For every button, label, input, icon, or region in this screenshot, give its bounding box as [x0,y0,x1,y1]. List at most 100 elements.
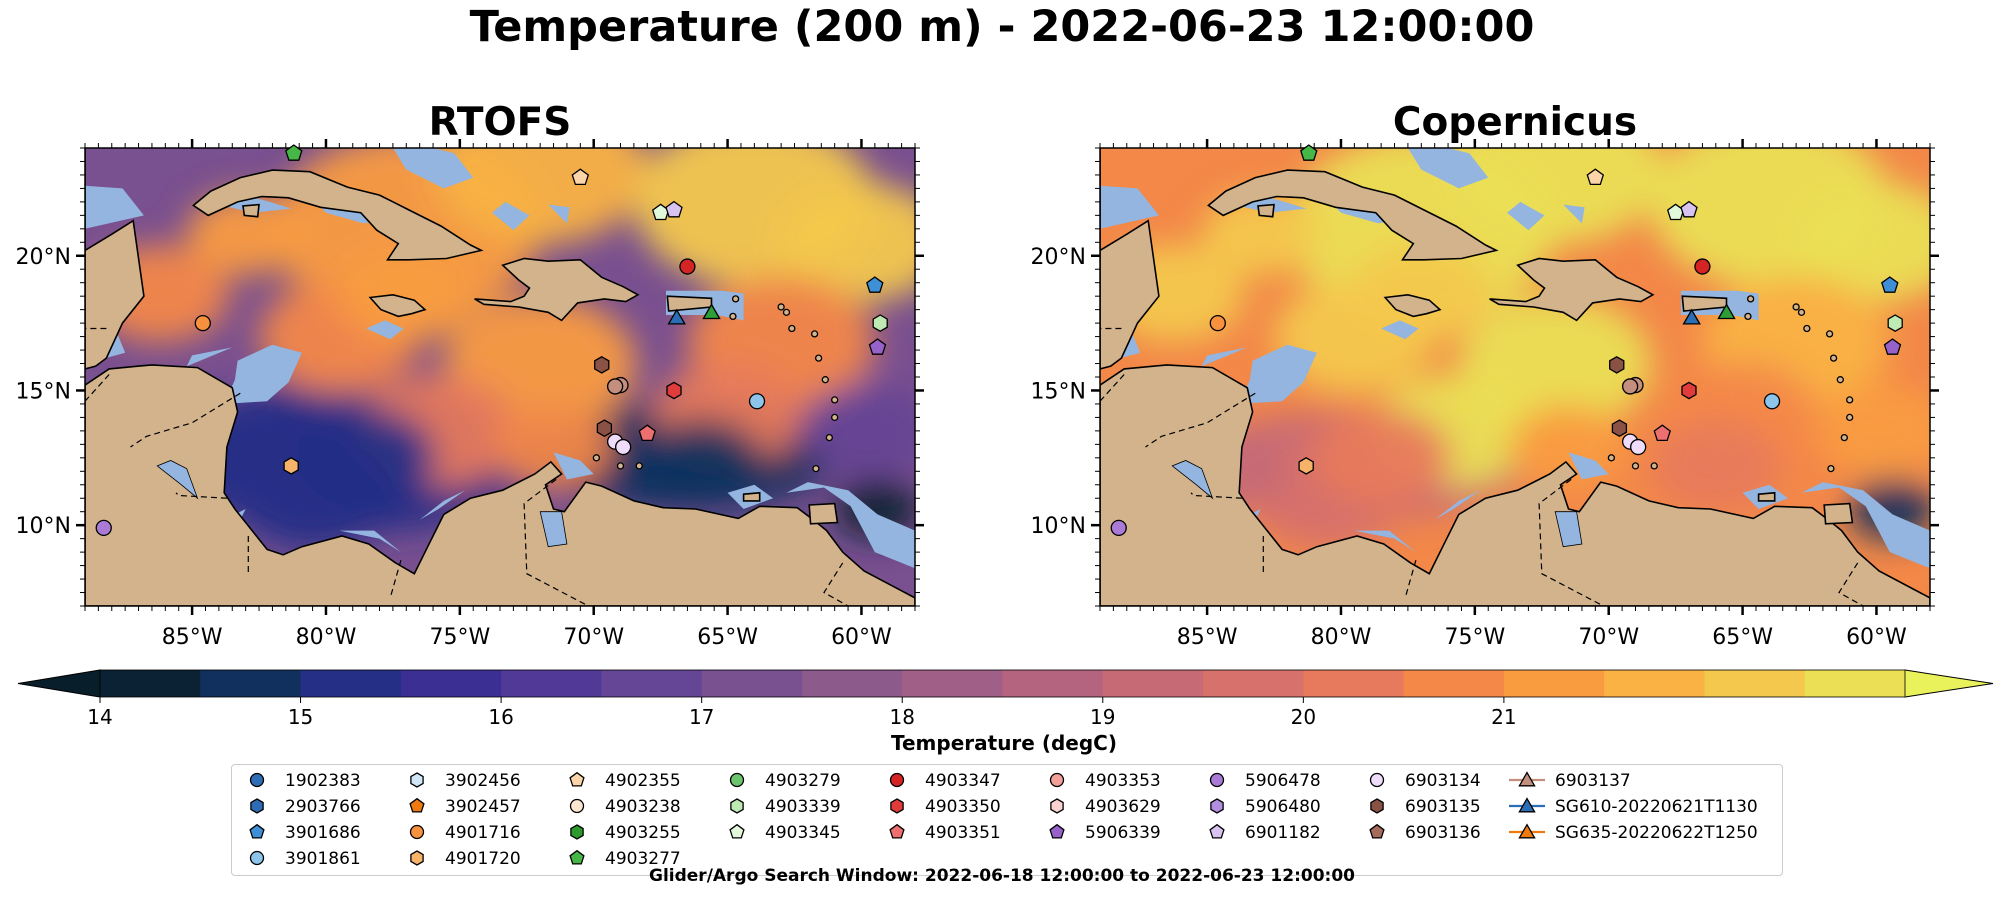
marker-3901686 [866,276,884,293]
legend-label: 6903136 [1405,823,1481,843]
legend-label: SG635-20220622T1250 [1555,823,1758,843]
land-margarita [742,491,761,502]
colorbar-bin [801,670,903,697]
legend-label: 4903351 [925,823,1001,843]
colorbar-bin [400,670,502,697]
legend-label: 5906339 [1085,823,1161,843]
x-tick-label: 80°W [1311,625,1372,650]
y-tick-label: 15°N [16,379,71,404]
colorbar-label: Temperature (degC) [891,731,1117,755]
marker-SG678-20220622T1240 [702,303,721,320]
legend-entry: 6903134 [1369,771,1481,791]
marker-5906339 [868,338,887,355]
marker-4903339 [872,314,888,332]
legend-label: 5906480 [1245,797,1321,817]
legend-label: 3902456 [445,771,521,791]
legend-marker-icon [890,798,904,814]
marker-SG610-20220621T1130 [667,308,686,325]
legend-entry: 4901716 [409,823,521,843]
legend-entry: 2903766 [250,797,361,817]
legend-marker-icon [569,798,585,814]
marker-4903351 [638,424,656,442]
marker-4903350 [666,381,682,400]
legend-marker-icon [409,824,425,840]
legend-marker-icon [409,797,425,813]
marker-4901720 [1298,457,1314,475]
legend-entry: 4903353 [1049,771,1161,791]
legend-marker-icon [1210,798,1224,814]
marker-6903134 [615,438,632,456]
legend-marker-icon [889,772,905,788]
land-mainlandNorth [85,148,145,370]
legend-marker-icon [249,850,265,866]
legend-marker-icon [569,849,585,865]
marker-4902355 [571,168,590,186]
float-markers [95,144,888,537]
legend-marker-icon [249,823,265,839]
land-hispaniola [474,257,640,322]
colorbar-bin [200,670,302,697]
colorbar-bin [501,670,602,697]
colorbar: 14 15 16 17 18 19 20 21 Temperature (degC) [17,669,1994,755]
map-panel-copernicus: 85°W 80°W 75°W 70°W 65°W 60°W 20°N 15°N 10°N [1031,139,1939,650]
x-tick-label: 70°W [1578,625,1639,650]
colorbar-bin [1704,670,1806,697]
legend-entry: 3902457 [409,797,521,817]
x-tick-label: 70°W [563,625,624,650]
legend-entry: 4903255 [570,823,681,843]
legend-entry: 4903238 [569,797,681,817]
legend-marker-icon [889,823,905,839]
land-jamaica [368,293,427,318]
colorbar-under-arrow [17,669,101,698]
legend-label: 2903766 [285,797,361,817]
legend-entry: 6903135 [1370,797,1481,817]
colorbar-bin [300,670,402,697]
legend-marker-icon [730,798,744,814]
marker-6903135 [596,419,613,438]
legend-marker-icon [1369,823,1385,839]
legend-entry: 3902456 [410,771,521,791]
legend-label: 4903339 [765,797,841,817]
legend-label: 4903277 [605,849,681,869]
colorbar-tick-label: 21 [1491,705,1516,729]
land-isleYouth [242,203,260,218]
legend-entry: 4903629 [1050,797,1161,817]
colorbar-bin [1604,670,1706,697]
legend-label: 3901861 [285,849,361,869]
colorbar-bin [1303,670,1405,697]
colorbar-bin [1503,670,1605,697]
marker-4902355 [1586,168,1605,186]
marker-6903135 [594,356,610,374]
legend-marker-icon [1370,798,1384,814]
marker-4903339 [1887,314,1903,332]
legend-entry: 6903137 [1509,771,1631,791]
x-tick-label: 65°W [697,625,758,650]
colorbar-tick-label: 18 [889,705,914,729]
marker-4903347 [1694,258,1711,275]
marker-4903350 [1681,381,1697,400]
legend-marker-icon [1369,772,1385,788]
legend-label: 4903347 [925,771,1001,791]
map-panel-rtofs: 85°W 80°W 75°W 70°W 65°W 60°W 20°N 15°N 10°N [16,139,924,650]
legend-marker-icon [1049,823,1065,839]
marker-4903277 [285,144,303,161]
legend-label: 6903137 [1555,771,1631,791]
legend: 1902383 2903766 3901686 3901861 3902456 39024… [231,764,1783,876]
y-tick-label: 20°N [1031,245,1086,270]
marker-6903137 [1621,378,1639,395]
colorbar-bin [1203,670,1304,697]
legend-marker-icon [1050,798,1064,814]
marker-SG678-20220622T1240 [1717,303,1736,320]
panel-title-copernicus: Copernicus [1392,100,1638,145]
legend-triangle-icon [1518,797,1536,813]
colorbar-tick-label: 20 [1291,705,1316,729]
legend-label: 4903279 [765,771,841,791]
legend-entry: 4903277 [569,849,681,869]
legend-marker-icon [570,824,584,840]
land-trinidad [1823,502,1854,525]
marker-6901182 [665,200,683,218]
colorbar-bin [100,670,201,697]
legend-label: 4903345 [765,823,841,843]
legend-marker-icon [729,823,745,839]
